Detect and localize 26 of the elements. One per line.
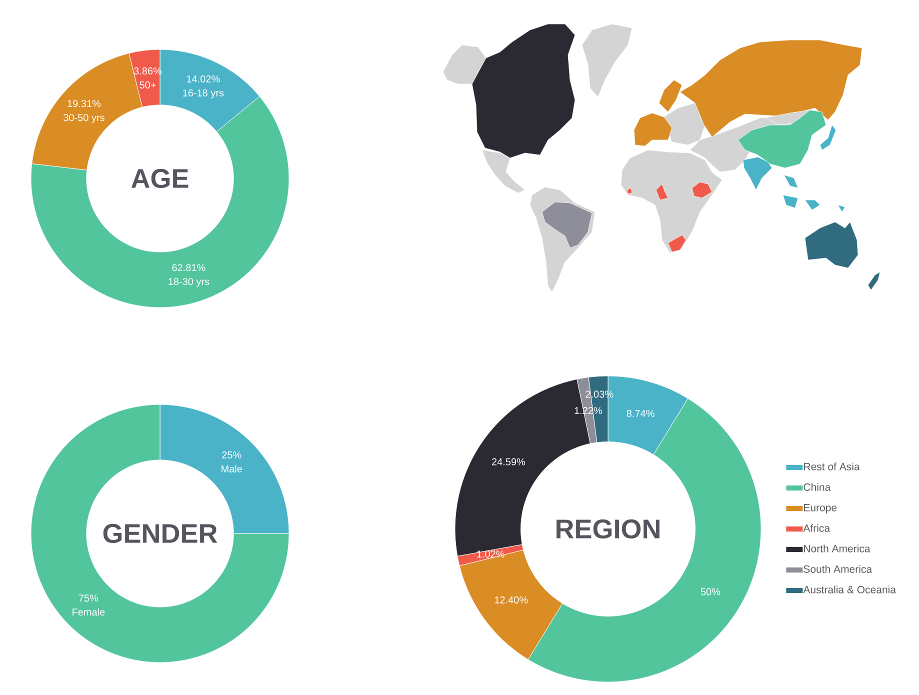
data-label: 50%	[700, 588, 720, 596]
data-label: 14.02%	[186, 75, 220, 82]
legend-label: North America	[804, 544, 870, 552]
slice-label: 16-18 yrs	[183, 89, 224, 98]
data-label: 62.81%	[172, 264, 206, 272]
legend-label: Australia & Oceania	[803, 586, 896, 594]
legend-label: Europe	[804, 504, 837, 514]
legend-label: Africa	[803, 524, 830, 532]
slice-label: 18-30 yrs	[168, 278, 210, 288]
data-label: 75%	[78, 594, 98, 602]
slice-label: Male	[222, 465, 242, 472]
slice-label: Female	[72, 608, 105, 616]
text: AGE	[131, 168, 188, 188]
data-label: 24.59%	[492, 458, 526, 466]
slice-label: 50+	[140, 81, 156, 89]
data-label: 1.02%	[477, 550, 504, 558]
data-label: 19.31%	[68, 100, 101, 108]
text: GENDER	[103, 524, 218, 544]
legend-label: Rest of Asia	[804, 462, 860, 470]
slice-label: 30-50 yrs	[64, 114, 104, 124]
data-label: 12.40%	[494, 596, 528, 604]
legend-label: China	[804, 483, 831, 491]
text: REGION	[556, 519, 660, 539]
data-label: 8.74%	[626, 410, 654, 417]
data-label: 25%	[222, 451, 242, 458]
legend-label: South America	[804, 565, 872, 573]
